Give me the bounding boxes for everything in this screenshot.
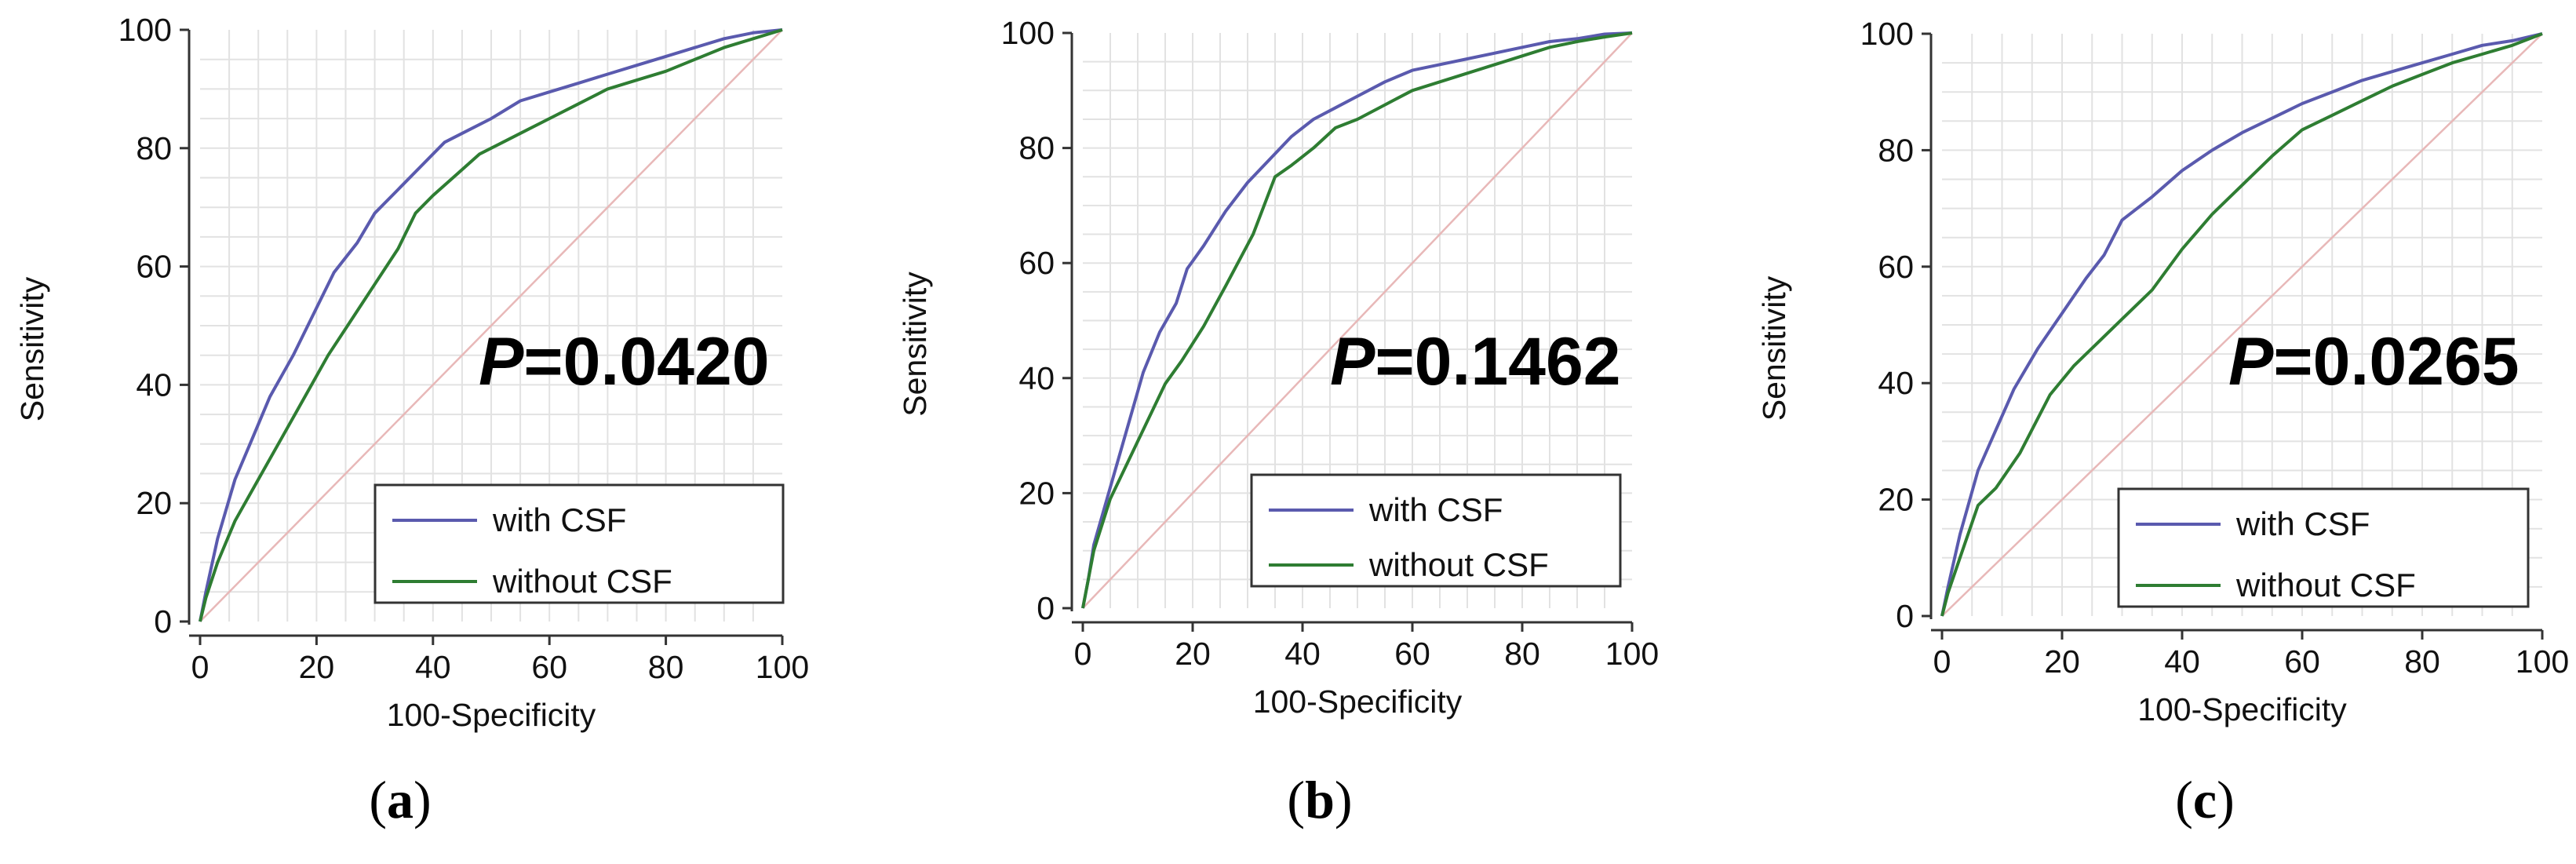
legend: with CSF without CSF: [2117, 487, 2530, 608]
y-tick-label: 80: [136, 130, 172, 166]
x-tick-label: 100: [2516, 643, 2569, 680]
y-tick-label: 20: [1878, 482, 1914, 518]
legend-box: [1250, 473, 1622, 588]
x-tick-label: 60: [531, 649, 567, 685]
y-tick-label: 20: [1018, 475, 1055, 511]
x-tick-label: 60: [1394, 636, 1430, 672]
y-tick-label: 60: [1018, 245, 1055, 281]
x-tick-label: 80: [648, 649, 684, 685]
x-tick-label: 40: [1284, 636, 1321, 672]
legend-label: without CSF: [1368, 546, 1549, 583]
y-tick-label: 100: [1001, 15, 1055, 51]
series-line-with-csf: [1081, 31, 1633, 609]
legend-label: without CSF: [492, 563, 672, 600]
series-line-without-csf: [1940, 32, 2543, 617]
y-axis-title: Sensitivity: [1756, 275, 1792, 421]
p-value-annotation: P=0.0420: [479, 324, 770, 399]
x-tick-label: 0: [191, 649, 210, 685]
y-tick-label: 40: [1018, 360, 1055, 396]
legend-label: with CSF: [1368, 491, 1503, 528]
y-axis-title: Sensitivity: [14, 276, 50, 421]
y-tick-label: 40: [136, 366, 172, 403]
legend: with CSF without CSF: [1250, 473, 1622, 588]
y-tick-label: 80: [1878, 132, 1914, 168]
legend-label: with CSF: [492, 501, 626, 538]
panel-label: (a): [369, 770, 431, 829]
legend-label: with CSF: [2235, 505, 2370, 542]
y-tick-label: 100: [1860, 16, 1914, 52]
x-axis-title: 100-Specificity: [2137, 691, 2347, 727]
y-tick-label: 80: [1018, 130, 1055, 166]
roc-panel-a: 0 20 40 60 80 100 0 20 40 60 80 100 100-Specificity S…: [14, 12, 809, 829]
x-tick-label: 80: [1504, 636, 1540, 672]
p-value-annotation: P=0.0265: [2228, 324, 2520, 399]
x-axis-title: 100-Specificity: [387, 697, 596, 733]
y-tick-label: 0: [1037, 590, 1055, 626]
roc-panel-b: 0 20 40 60 80 100 0 20 40 60 80 100 100-Specificity S…: [897, 15, 1659, 829]
x-tick-label: 20: [2044, 643, 2080, 680]
series-line-without-csf: [1081, 31, 1633, 609]
legend-label: without CSF: [2235, 567, 2416, 603]
x-tick-label: 100: [1605, 636, 1659, 672]
series-line-with-csf: [1940, 32, 2543, 617]
y-tick-label: 40: [1878, 365, 1914, 401]
reference-diagonal: [1082, 32, 1633, 609]
x-tick-label: 40: [415, 649, 451, 685]
x-tick-label: 40: [2164, 643, 2200, 680]
x-tick-label: 60: [2284, 643, 2320, 680]
roc-panel-c: 0 20 40 60 80 100 0 20 40 60 80 100 100-Specificity S…: [1756, 16, 2569, 829]
x-tick-label: 0: [1074, 636, 1092, 672]
y-axis-title: Sensitivity: [897, 272, 933, 417]
y-tick-label: 60: [1878, 249, 1914, 285]
series-line-without-csf: [199, 28, 783, 622]
reference-diagonal: [199, 29, 783, 622]
y-tick-label: 60: [136, 249, 172, 285]
x-axis-title: 100-Specificity: [1253, 684, 1463, 720]
p-value-annotation: P=0.1462: [1330, 324, 1621, 399]
y-tick-label: 0: [1896, 598, 1914, 634]
legend: with CSF without CSF: [373, 483, 785, 604]
y-tick-label: 20: [136, 485, 172, 521]
panel-label: (b): [1287, 770, 1352, 829]
y-tick-label: 0: [154, 603, 172, 640]
reference-diagonal: [1941, 33, 2543, 617]
series-line-with-csf: [199, 28, 783, 622]
x-tick-label: 0: [1933, 643, 1951, 680]
x-tick-label: 20: [1175, 636, 1211, 672]
x-tick-label: 80: [2404, 643, 2440, 680]
y-tick-label: 100: [118, 12, 172, 48]
x-tick-label: 20: [299, 649, 335, 685]
panel-label: (c): [2175, 770, 2235, 829]
x-tick-label: 100: [756, 649, 809, 685]
